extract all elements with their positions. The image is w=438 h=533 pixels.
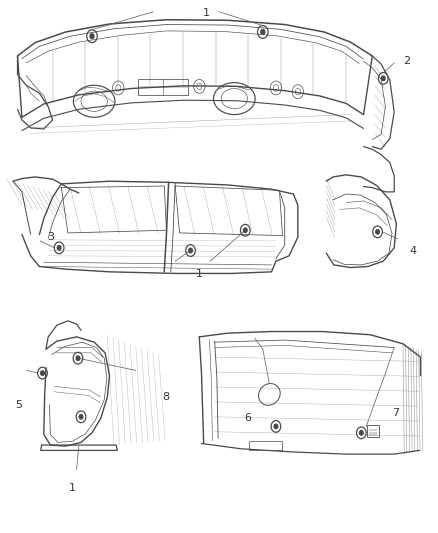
Text: 1: 1 <box>202 9 209 18</box>
Circle shape <box>261 29 265 35</box>
Text: 3: 3 <box>47 232 54 242</box>
Text: 1: 1 <box>69 483 76 492</box>
Text: 8: 8 <box>162 392 169 402</box>
Circle shape <box>381 76 385 80</box>
Circle shape <box>79 415 83 419</box>
Circle shape <box>189 248 192 253</box>
Circle shape <box>76 356 80 360</box>
Bar <box>367 425 379 437</box>
Circle shape <box>376 230 379 234</box>
Circle shape <box>57 246 61 250</box>
Text: 4: 4 <box>410 246 417 255</box>
Bar <box>138 79 188 95</box>
Text: 1: 1 <box>196 270 203 279</box>
Circle shape <box>90 34 94 39</box>
Text: 6: 6 <box>244 414 251 423</box>
Circle shape <box>41 371 44 375</box>
Circle shape <box>274 424 278 429</box>
Text: 7: 7 <box>392 408 399 418</box>
Text: 5: 5 <box>15 400 22 410</box>
Text: 2: 2 <box>403 56 410 66</box>
Circle shape <box>244 228 247 232</box>
Circle shape <box>360 431 363 435</box>
Bar <box>249 441 282 450</box>
